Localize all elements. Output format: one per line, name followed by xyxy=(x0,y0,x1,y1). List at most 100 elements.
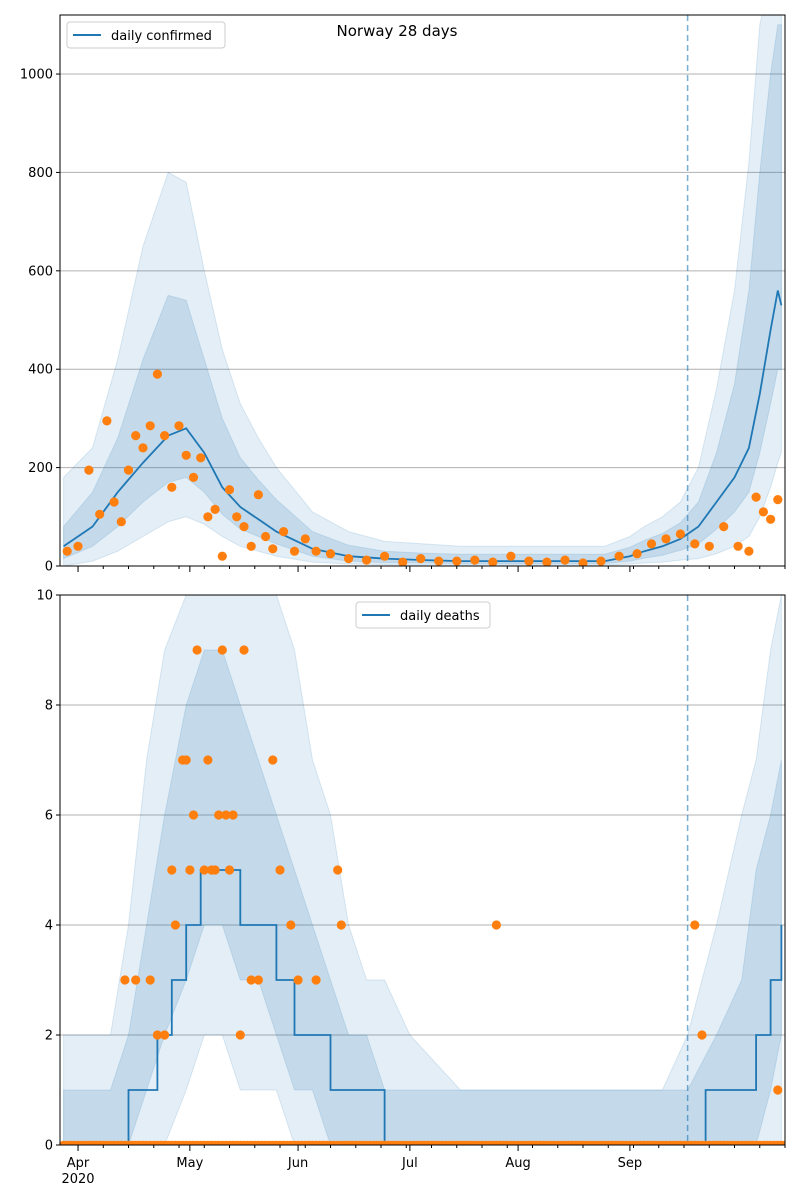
data-point xyxy=(560,555,570,565)
data-point xyxy=(398,557,408,566)
x-tick-label: Jul xyxy=(401,1156,418,1171)
data-point xyxy=(217,645,227,655)
data-point xyxy=(744,546,754,556)
band-outer xyxy=(63,595,782,1145)
data-point xyxy=(102,416,112,426)
data-point xyxy=(311,975,321,985)
data-point xyxy=(773,495,783,505)
data-point xyxy=(167,482,177,492)
data-point xyxy=(246,975,256,985)
data-point xyxy=(224,865,235,875)
data-point xyxy=(239,522,249,532)
x-tick-label: May xyxy=(176,1156,203,1171)
data-point xyxy=(380,551,390,561)
data-point xyxy=(758,507,769,517)
data-point xyxy=(675,529,686,539)
data-point xyxy=(109,497,119,507)
data-point xyxy=(434,556,444,566)
data-point xyxy=(286,920,296,930)
data-point xyxy=(697,1030,707,1040)
data-point xyxy=(661,534,671,544)
data-point xyxy=(181,755,191,765)
y-tick-label: 1000 xyxy=(20,68,53,83)
data-point xyxy=(470,555,480,565)
data-point xyxy=(84,465,94,475)
data-point xyxy=(232,512,242,522)
chart-title: Norway 28 days xyxy=(337,22,458,40)
data-point xyxy=(145,421,155,431)
data-point xyxy=(293,975,303,985)
data-point xyxy=(275,865,285,875)
series-line xyxy=(63,869,783,1145)
plot-area xyxy=(60,15,785,566)
data-point xyxy=(206,865,217,875)
data-point xyxy=(192,645,202,655)
data-point xyxy=(196,453,206,463)
data-point xyxy=(188,810,199,820)
data-point xyxy=(239,645,249,655)
data-point xyxy=(279,527,289,537)
data-point xyxy=(123,465,134,475)
data-point xyxy=(152,1030,162,1040)
data-point xyxy=(203,755,213,765)
data-point xyxy=(336,920,346,930)
data-point xyxy=(116,517,126,527)
data-point xyxy=(646,539,657,549)
band-inner xyxy=(63,24,782,564)
data-point xyxy=(228,810,238,820)
chart-panel-1: 0 200 400 600 800 1000 Norway 28 days daily con… xyxy=(20,14,786,575)
plot-area xyxy=(60,595,785,1145)
data-point xyxy=(210,504,220,514)
data-point xyxy=(542,557,552,566)
data-point xyxy=(344,554,354,564)
y-tick-label: 8 xyxy=(45,699,53,714)
data-point xyxy=(217,551,227,561)
data-point xyxy=(246,541,256,551)
data-point xyxy=(614,551,624,561)
data-point xyxy=(73,541,83,551)
y-tick-label: 10 xyxy=(36,589,53,604)
data-point xyxy=(221,810,231,820)
data-point xyxy=(253,975,263,985)
data-point xyxy=(261,531,271,542)
data-point xyxy=(766,514,776,524)
data-point xyxy=(491,920,501,930)
data-point xyxy=(253,490,263,500)
x-tick-label: Jun xyxy=(287,1156,308,1171)
y-tick-label: 4 xyxy=(45,919,53,934)
data-point xyxy=(131,975,141,985)
data-point xyxy=(362,555,372,565)
data-point xyxy=(185,865,195,875)
y-tick-label: 400 xyxy=(28,363,53,378)
data-point xyxy=(268,544,278,554)
x-tick-label: 2020 xyxy=(61,1172,94,1187)
data-point xyxy=(596,556,606,566)
data-point xyxy=(632,549,642,559)
y-tick-label: 800 xyxy=(28,166,53,181)
data-point xyxy=(95,509,105,519)
data-point xyxy=(300,534,310,544)
data-point xyxy=(235,1030,245,1040)
data-point xyxy=(224,485,235,495)
data-point xyxy=(145,975,155,985)
data-point xyxy=(751,492,761,502)
data-point xyxy=(170,920,180,930)
legend-box xyxy=(66,21,226,49)
data-point xyxy=(214,810,224,820)
data-point xyxy=(773,1085,783,1095)
data-point xyxy=(690,539,700,549)
data-point xyxy=(160,1030,170,1040)
data-point xyxy=(199,865,209,875)
y-tick-label: 0 xyxy=(45,560,53,575)
data-point xyxy=(311,546,321,556)
data-point xyxy=(780,1140,785,1145)
data-point xyxy=(719,522,729,532)
data-point xyxy=(62,546,72,556)
data-point xyxy=(203,512,213,522)
data-point xyxy=(452,556,462,566)
data-point xyxy=(704,541,714,551)
data-point xyxy=(578,558,588,566)
data-point xyxy=(167,865,177,875)
